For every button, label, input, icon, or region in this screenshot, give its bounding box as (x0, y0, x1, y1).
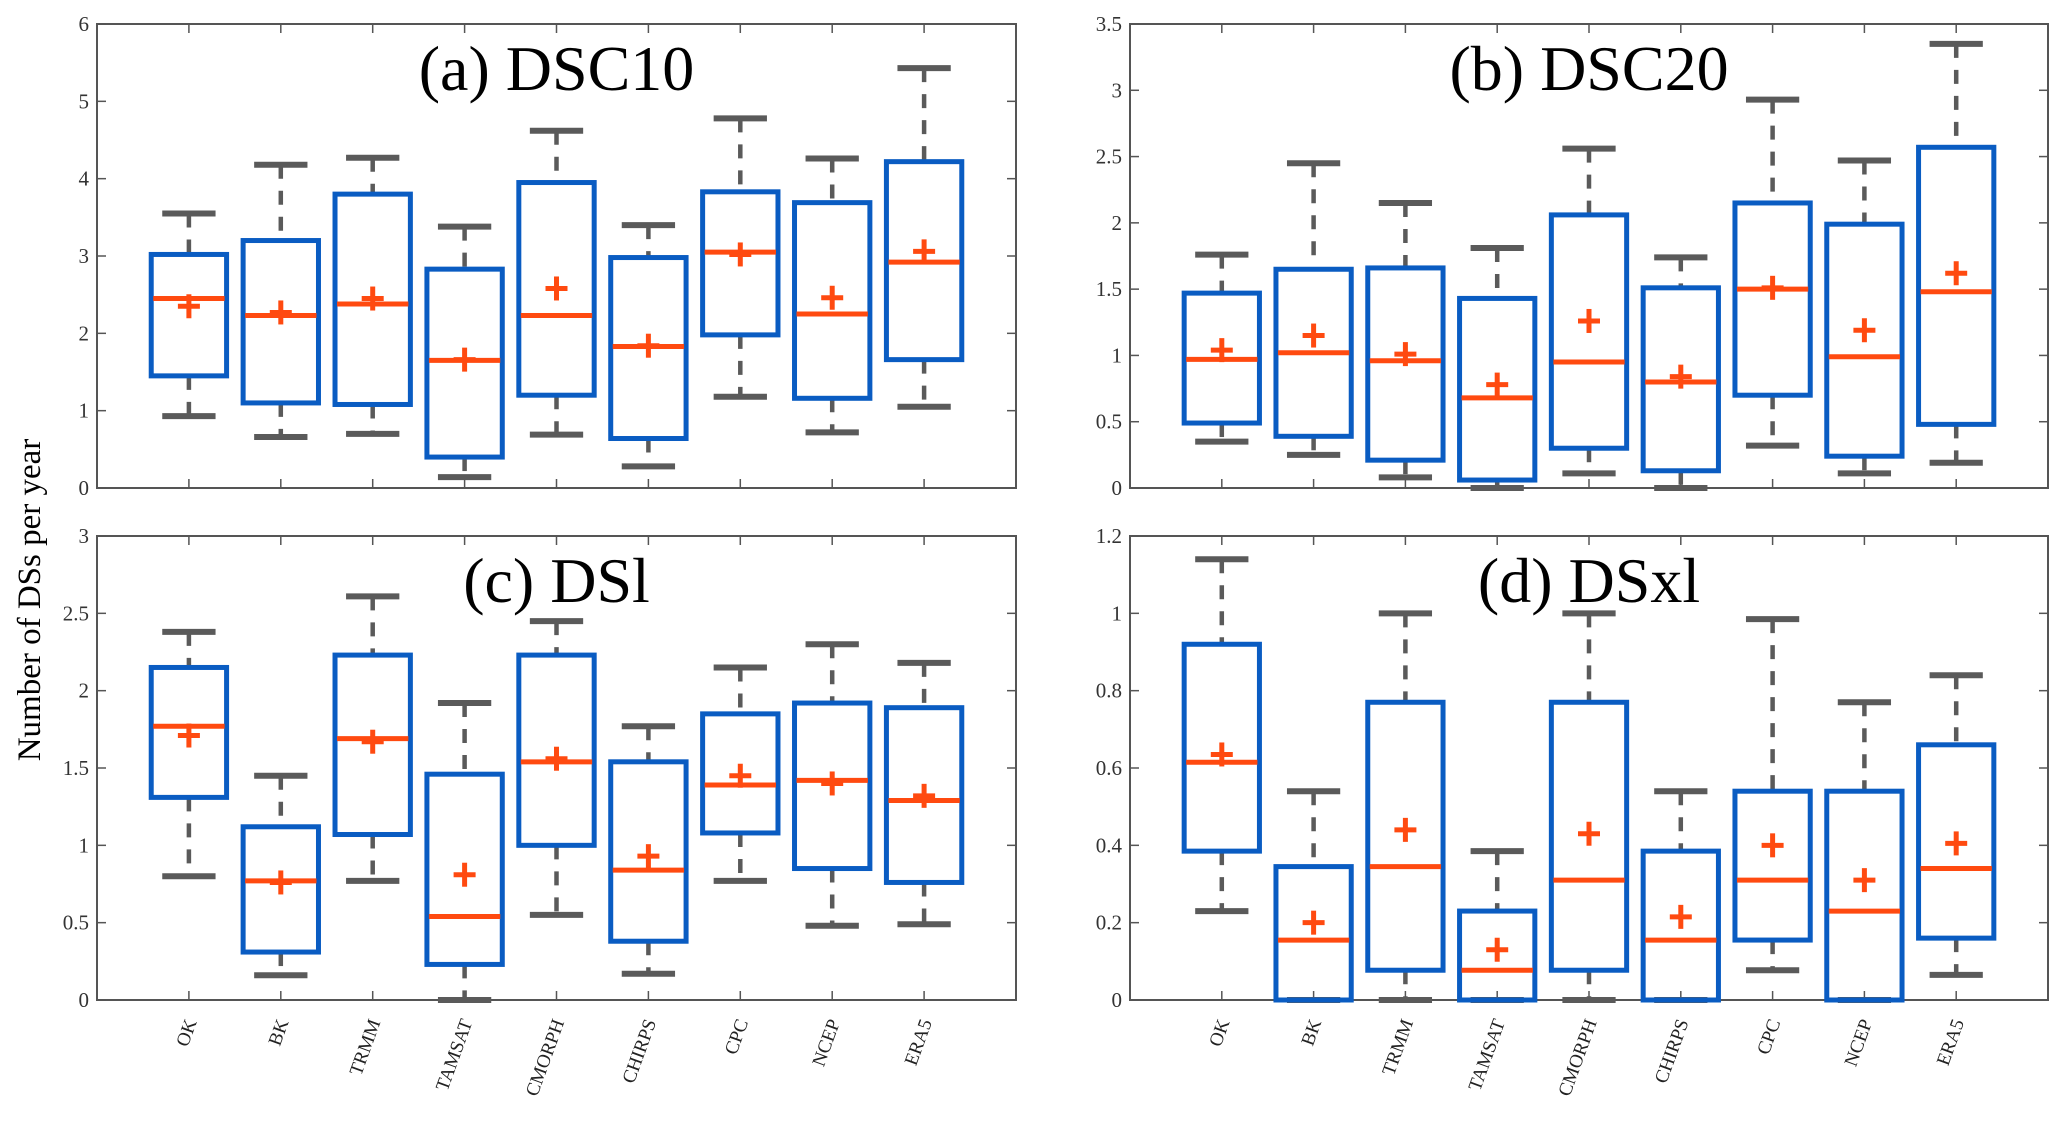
y-tick-label: 2.5 (1096, 145, 1122, 169)
y-tick-label: 1 (1112, 601, 1123, 625)
iqr-box (1548, 212, 1630, 451)
panel-c-title: (c) DSl (463, 545, 650, 616)
y-tick-label: 1 (79, 833, 90, 857)
panel-b-title: (b) DSC20 (1449, 33, 1728, 104)
y-tick-label: 0.6 (1096, 756, 1122, 780)
iqr-box (608, 255, 689, 442)
y-tick-label: 1.2 (1096, 524, 1122, 548)
x-tick-label: NCEP (809, 1017, 845, 1070)
x-tick-label: BK (265, 1016, 294, 1048)
x-tick-label: OK (172, 1016, 201, 1049)
iqr-box (700, 189, 781, 338)
y-tick-label: 0 (1112, 476, 1123, 500)
iqr-box (148, 251, 230, 379)
y-tick-label: 0.2 (1096, 911, 1122, 935)
iqr-box (1457, 295, 1538, 483)
y-tick-label: 0 (79, 988, 90, 1012)
iqr-box (792, 200, 873, 401)
x-tick-label: TAMSAT (1465, 1016, 1510, 1094)
x-tick-label: BK (1298, 1016, 1327, 1048)
x-tick-label: CHIRPS (619, 1017, 661, 1087)
y-tick-label: 2 (1112, 211, 1123, 235)
x-tick-label: ERA5 (901, 1017, 937, 1069)
iqr-box (883, 159, 965, 363)
y-tick-label: 0 (1112, 988, 1123, 1012)
x-tick-label: TAMSAT (432, 1016, 477, 1094)
iqr-box (1457, 908, 1538, 1003)
iqr-box (1273, 864, 1354, 1003)
y-tick-label: 2 (79, 321, 90, 345)
x-tick-label: CMORPH (1555, 1016, 1602, 1099)
iqr-box (608, 759, 689, 944)
x-tick-label: CMORPH (522, 1016, 569, 1099)
y-tick-label: 0.5 (63, 911, 89, 935)
iqr-box (516, 652, 597, 848)
x-tick-label: CPC (721, 1017, 753, 1058)
iqr-box (1824, 221, 1905, 459)
y-tick-label: 3 (79, 524, 90, 548)
iqr-box (1824, 788, 1905, 1003)
iqr-box (792, 700, 873, 872)
x-tick-label: ERA5 (1933, 1017, 1969, 1069)
iqr-box (332, 191, 413, 407)
y-tick-label: 4 (79, 167, 90, 191)
iqr-box (1640, 285, 1721, 474)
y-tick-label: 5 (79, 89, 90, 113)
y-tick-label: 6 (79, 12, 90, 36)
iqr-box (1916, 742, 1997, 941)
y-axis-label: Number of DSs per year (12, 439, 48, 762)
y-tick-label: 0 (79, 476, 90, 500)
iqr-box (1365, 265, 1446, 463)
y-tick-label: 2 (79, 679, 90, 703)
y-tick-label: 0.4 (1096, 833, 1123, 857)
x-tick-label: TRMM (346, 1016, 386, 1078)
y-tick-label: 1.5 (63, 756, 89, 780)
iqr-box (1732, 788, 1813, 943)
iqr-box (1732, 200, 1813, 398)
y-tick-label: 2.5 (63, 601, 89, 625)
iqr-box (1548, 699, 1630, 973)
x-tick-label: CPC (1753, 1017, 1785, 1058)
x-tick-label: OK (1205, 1016, 1234, 1049)
y-tick-label: 1 (1112, 343, 1123, 367)
x-tick-label: TRMM (1379, 1016, 1419, 1078)
iqr-box (1640, 848, 1721, 1003)
iqr-box (424, 771, 505, 967)
y-tick-label: 3.5 (1096, 12, 1122, 36)
iqr-box (700, 711, 781, 836)
iqr-box (148, 664, 230, 800)
iqr-box (883, 705, 965, 885)
y-tick-label: 3 (1112, 78, 1123, 102)
y-tick-label: 1.5 (1096, 277, 1122, 301)
panel-a-title: (a) DSC10 (419, 33, 695, 104)
iqr-box (1181, 641, 1262, 854)
iqr-box (424, 266, 505, 460)
x-tick-label: CHIRPS (1651, 1017, 1693, 1087)
x-tick-label: NCEP (1841, 1017, 1877, 1070)
iqr-box (240, 238, 321, 406)
iqr-box (1365, 699, 1446, 973)
y-tick-label: 1 (79, 399, 90, 423)
iqr-box (240, 824, 321, 955)
y-tick-label: 0.5 (1096, 410, 1122, 434)
panel-d-title: (d) DSxl (1478, 545, 1700, 616)
y-tick-label: 3 (79, 244, 90, 268)
iqr-box (516, 180, 597, 398)
iqr-box (1273, 266, 1354, 439)
iqr-box (1181, 290, 1262, 426)
y-tick-label: 0.8 (1096, 679, 1122, 703)
iqr-box (332, 652, 413, 838)
iqr-box (1916, 144, 1997, 427)
